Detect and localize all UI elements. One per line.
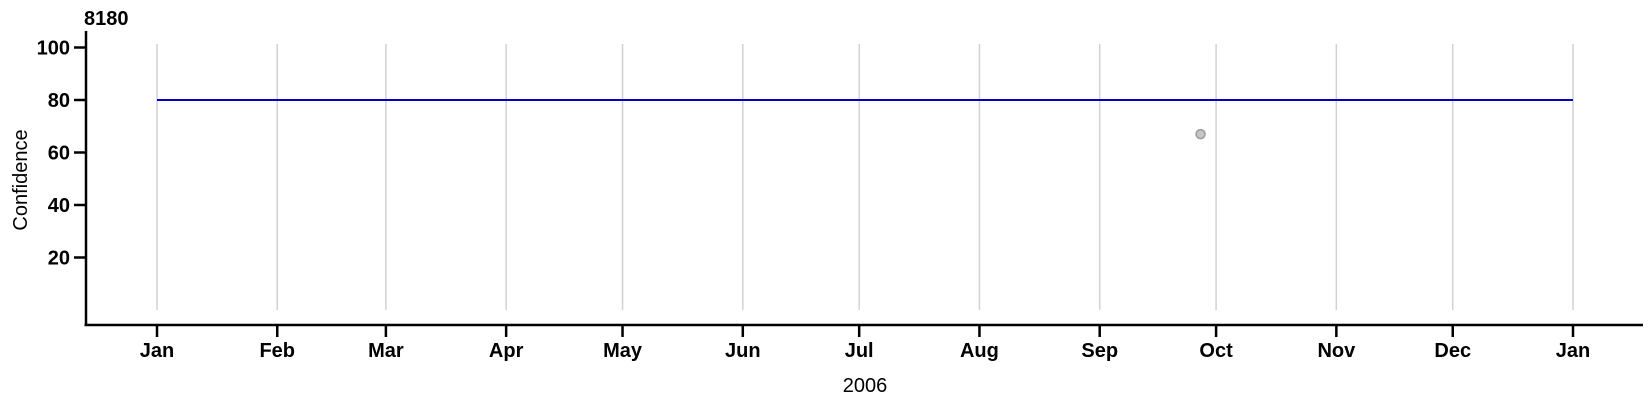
y-axis-label: Confidence — [10, 129, 32, 230]
x-tick-label: Dec — [1434, 340, 1471, 362]
x-axis-label: 2006 — [843, 375, 888, 397]
x-tick-label: Mar — [368, 340, 404, 362]
observation-marker — [1195, 128, 1206, 140]
y-tick-label: 60 — [48, 143, 70, 165]
y-tick-label: 100 — [37, 38, 70, 60]
y-tick-label: 20 — [48, 248, 70, 270]
axes-layer — [74, 31, 1643, 337]
y-tick-label: 80 — [48, 90, 70, 112]
x-tick-label: Jan — [1556, 340, 1590, 362]
x-tick-label: Jul — [845, 340, 874, 362]
y-tick-label: 40 — [48, 195, 70, 217]
x-tick-label: May — [603, 340, 643, 362]
x-tick-label: Oct — [1199, 340, 1233, 362]
tick-labels-layer: 20 40 60 80 100 Jan Feb Mar Apr May Jun Jul Aug Sep Oc… — [37, 38, 1591, 363]
x-tick-label: Jun — [725, 340, 761, 362]
x-tick-label: Aug — [960, 340, 999, 362]
chart-title: 8180 — [84, 8, 129, 30]
x-tick-label: Nov — [1317, 340, 1356, 362]
x-tick-label: Sep — [1081, 340, 1118, 362]
x-tick-label: Apr — [489, 340, 524, 362]
x-tick-label: Jan — [140, 340, 174, 362]
series-layer — [157, 99, 1573, 140]
x-tick-label: Feb — [259, 340, 295, 362]
month-gridlines — [156, 44, 1574, 310]
